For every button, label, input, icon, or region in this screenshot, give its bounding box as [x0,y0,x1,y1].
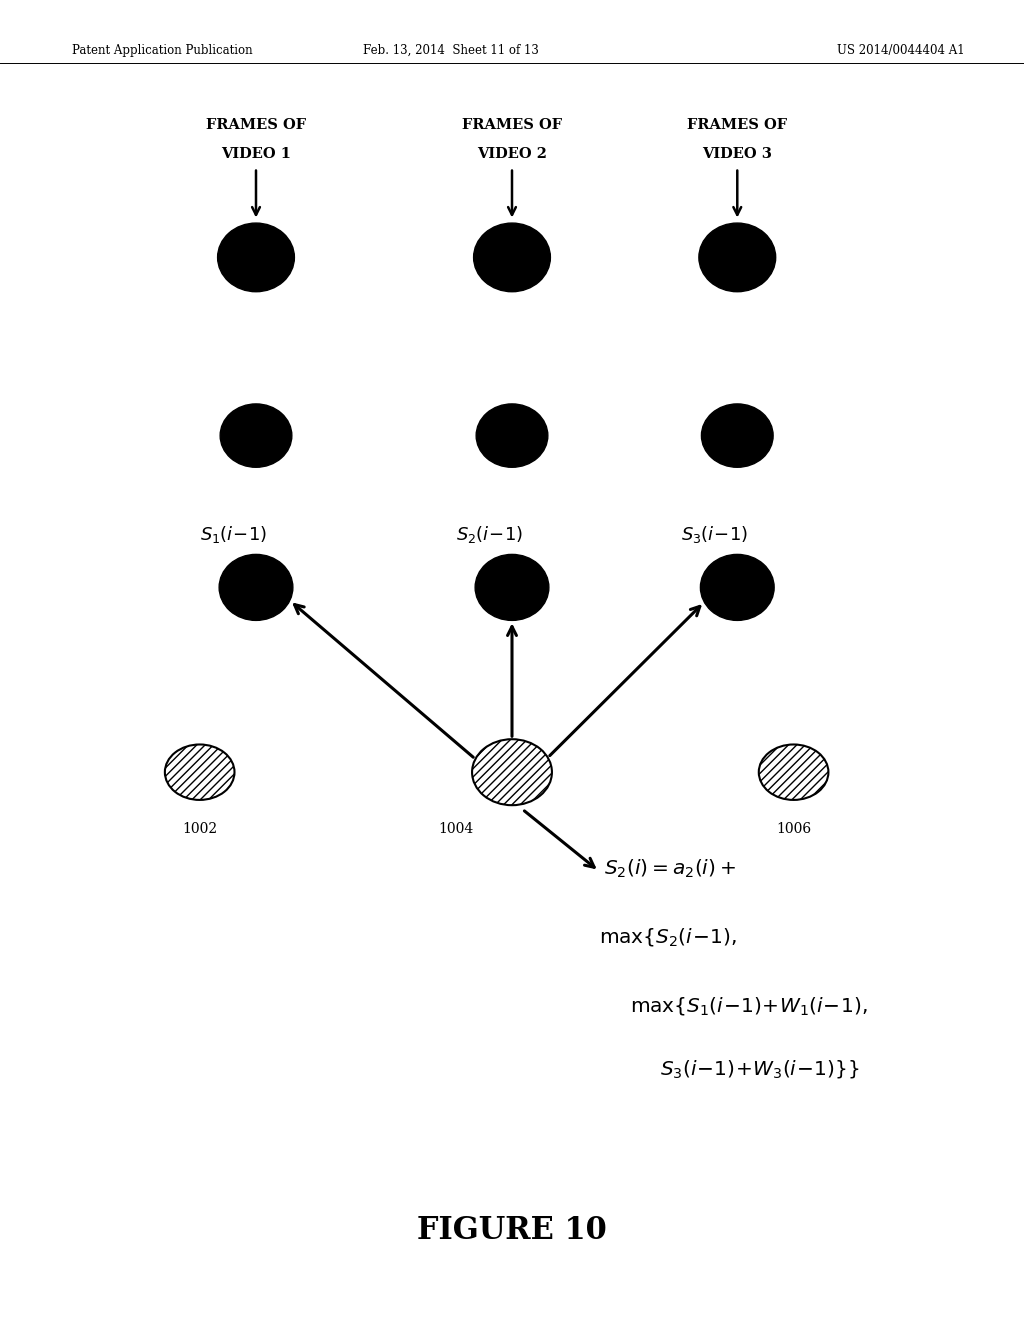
Ellipse shape [217,223,295,292]
Ellipse shape [475,554,549,620]
Ellipse shape [759,744,828,800]
Text: FRAMES OF: FRAMES OF [206,117,306,132]
Text: VIDEO 3: VIDEO 3 [702,147,772,161]
Text: FRAMES OF: FRAMES OF [462,117,562,132]
Text: $S_2(i)=a_2(i)+$: $S_2(i)=a_2(i)+$ [604,858,736,879]
Text: 1006: 1006 [776,822,811,837]
Text: $S_3(i\!-\!1)\!+\!W_3(i\!-\!1)\}\}$: $S_3(i\!-\!1)\!+\!W_3(i\!-\!1)\}\}$ [660,1059,860,1080]
Text: Feb. 13, 2014  Sheet 11 of 13: Feb. 13, 2014 Sheet 11 of 13 [362,44,539,57]
Text: FRAMES OF: FRAMES OF [687,117,787,132]
Ellipse shape [700,554,774,620]
Text: $S_2(i\!-\!1)$: $S_2(i\!-\!1)$ [456,524,523,545]
Text: Patent Application Publication: Patent Application Publication [72,44,252,57]
Text: VIDEO 1: VIDEO 1 [221,147,291,161]
Text: FIGURE 10: FIGURE 10 [417,1214,607,1246]
Ellipse shape [472,739,552,805]
Ellipse shape [165,744,234,800]
Text: US 2014/0044404 A1: US 2014/0044404 A1 [838,44,965,57]
Ellipse shape [698,223,776,292]
Text: VIDEO 2: VIDEO 2 [477,147,547,161]
Text: 1002: 1002 [182,822,217,837]
Ellipse shape [701,404,773,467]
Ellipse shape [219,554,293,620]
Text: $S_1(i\!-\!1)$: $S_1(i\!-\!1)$ [200,524,267,545]
Text: $\mathrm{max}\{S_1(i\!-\!1)\!+\!W_1(i\!-\!1),$: $\mathrm{max}\{S_1(i\!-\!1)\!+\!W_1(i\!-… [630,995,867,1016]
Text: $S_3(i\!-\!1)$: $S_3(i\!-\!1)$ [681,524,749,545]
Text: 1004: 1004 [438,822,473,837]
Ellipse shape [476,404,548,467]
Text: $\mathrm{max}\{S_2(i\!-\!1),$: $\mathrm{max}\{S_2(i\!-\!1),$ [599,927,736,948]
Ellipse shape [220,404,292,467]
Ellipse shape [473,223,551,292]
